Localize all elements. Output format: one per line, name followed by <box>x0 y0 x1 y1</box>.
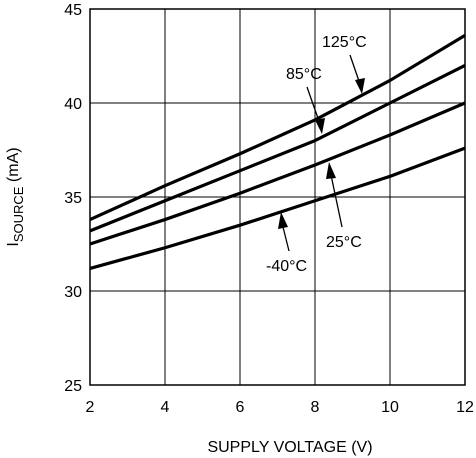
y-axis-title-unit: (mA) <box>5 147 22 186</box>
y-tick-label: 35 <box>64 190 82 207</box>
annotation-85c-arrowhead <box>315 118 325 134</box>
y-tick-label: 45 <box>64 2 82 19</box>
annotation-25c: 25°C <box>326 234 362 251</box>
y-tick-label: 40 <box>64 96 82 113</box>
annotation-minus40c-arrowhead <box>278 212 288 229</box>
y-tick-labels: 25 30 35 40 45 <box>64 2 82 395</box>
grid <box>90 9 465 385</box>
x-tick-label: 6 <box>236 399 245 416</box>
annotation-25c-arrowhead <box>326 162 336 179</box>
y-axis-title-sub: SOURCE <box>11 186 26 242</box>
x-tick-label: 2 <box>86 399 95 416</box>
x-tick-labels: 2 4 6 8 10 12 <box>86 399 474 416</box>
annotation-125c-arrow-shaft <box>349 54 361 85</box>
x-axis-title: SUPPLY VOLTAGE (V) <box>207 439 372 456</box>
y-tick-label: 25 <box>64 378 82 395</box>
x-tick-label: 12 <box>456 399 474 416</box>
series-line-2 <box>89 101 466 246</box>
annotation-minus40c-arrow-shaft <box>282 226 290 252</box>
annotation-125c-arrowhead <box>355 78 365 94</box>
annotation-125c: 125°C <box>322 34 367 51</box>
annotation-85c: 85°C <box>286 66 322 83</box>
annotation-minus40c: -40°C <box>266 258 307 275</box>
annotations: 125°C 85°C 25°C -40°C <box>266 34 367 275</box>
x-tick-label: 4 <box>161 399 170 416</box>
annotation-85c-arrow-shaft <box>306 86 321 125</box>
x-tick-label: 8 <box>311 399 320 416</box>
series-line-0 <box>89 33 466 222</box>
y-tick-label: 30 <box>64 284 82 301</box>
x-tick-label: 10 <box>381 399 399 416</box>
y-axis-title: ISOURCE (mA) <box>5 147 26 246</box>
series-lines <box>89 33 466 270</box>
series-line-1 <box>89 63 466 233</box>
y-axis-title-main: I <box>5 242 22 246</box>
annotation-25c-arrow-shaft <box>330 174 343 228</box>
series-line-3 <box>89 146 466 270</box>
